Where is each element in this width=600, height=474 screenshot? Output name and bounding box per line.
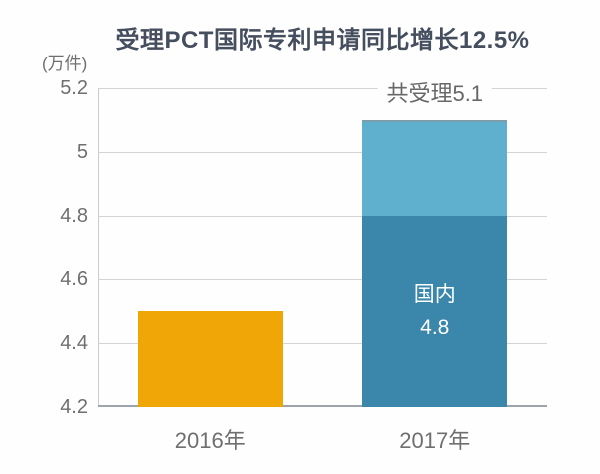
y-axis-line (98, 88, 99, 407)
y-tick-label: 5.2 (60, 77, 88, 99)
gridline (98, 279, 547, 281)
x-tick-label: 2017年 (399, 428, 471, 453)
bar-inner-label: 国内 4.8 (414, 278, 456, 344)
gridline (98, 151, 547, 153)
gridline (98, 88, 547, 89)
gridline (98, 215, 547, 217)
x-tick-label: 2016年 (174, 428, 246, 453)
y-tick-label: 4.2 (60, 396, 88, 418)
bar-segment (137, 311, 283, 407)
bar-inner-label-line: 国内 (413, 283, 456, 307)
y-tick-label: 4.8 (60, 204, 88, 227)
bar-segment-upper (362, 119, 508, 216)
chart-title: 受理PCT国际专利申请同比增长12.5% (115, 27, 530, 54)
bar-inner-label-line: 4.8 (420, 316, 450, 340)
gridline (98, 343, 547, 345)
y-tick-label: 4.6 (60, 268, 88, 291)
y-tick-label: 5 (76, 140, 88, 163)
y-axis-unit-label: (万件) (42, 54, 88, 73)
x-axis-line (98, 405, 547, 407)
bar-annotation: 共受理5.1 (377, 79, 493, 108)
y-tick-label: 4.4 (60, 332, 88, 355)
bar-segment: 国内 4.8 (362, 215, 508, 407)
plot-area: 国内 4.8 (98, 88, 547, 407)
